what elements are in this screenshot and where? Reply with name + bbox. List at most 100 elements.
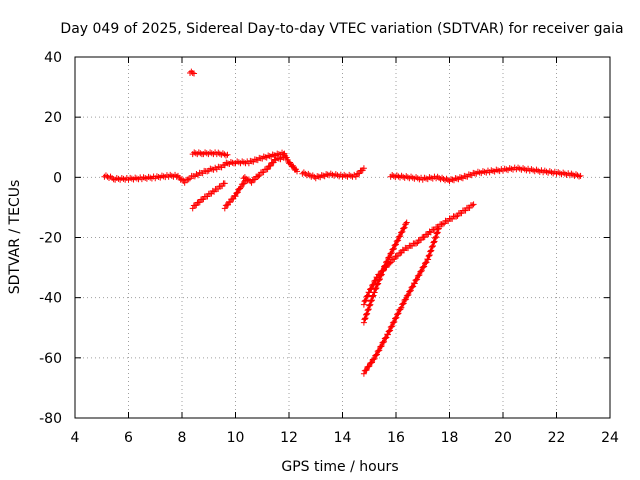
data-point [397, 306, 404, 313]
data-point [385, 255, 392, 262]
x-tick-label: 16 [387, 430, 405, 446]
data-point [401, 224, 408, 231]
x-tick-label: 6 [124, 430, 133, 446]
data-point [362, 297, 369, 304]
data-point [185, 176, 192, 183]
data-point [429, 242, 436, 249]
series-segment-descend-2 [221, 177, 250, 212]
data-point [435, 226, 442, 233]
data-point [439, 221, 446, 228]
data-point [384, 331, 391, 338]
data-point [435, 225, 442, 232]
data-point [447, 176, 454, 183]
data-point [462, 207, 469, 214]
data-point [368, 285, 375, 292]
series-drop-b [360, 201, 477, 308]
x-tick-label: 8 [178, 430, 187, 446]
data-point [364, 310, 371, 317]
data-point [204, 193, 211, 200]
data-point [453, 213, 460, 220]
data-point [399, 228, 406, 235]
data-point [370, 292, 377, 299]
data-point [391, 242, 398, 249]
data-point [390, 246, 397, 253]
data-point [413, 240, 420, 247]
x-tick-label: 20 [494, 430, 512, 446]
data-point [389, 319, 396, 326]
data-point [227, 199, 234, 206]
data-point [389, 246, 396, 253]
data-point [400, 300, 407, 307]
data-point [360, 301, 367, 308]
data-point [402, 220, 409, 227]
data-point [248, 179, 255, 186]
data-point [382, 335, 389, 342]
data-point [211, 188, 218, 195]
data-point [360, 370, 367, 377]
data-point [360, 319, 367, 326]
data-point [240, 175, 247, 182]
data-point [411, 280, 418, 287]
data-point [425, 256, 432, 263]
data-point [426, 251, 433, 258]
data-point [390, 245, 397, 252]
data-point [361, 316, 368, 323]
data-point [197, 150, 204, 157]
series-main-trace-d [387, 164, 584, 185]
data-point [409, 283, 416, 290]
y-tick-label: -60 [39, 351, 62, 367]
data-point [363, 311, 370, 318]
data-point [381, 338, 388, 345]
series-segment-wiggle [240, 154, 287, 186]
data-point [420, 264, 427, 271]
y-tick-label: -80 [39, 411, 62, 427]
data-point [373, 352, 380, 359]
data-point [237, 185, 244, 192]
data-point [421, 263, 428, 270]
data-point [400, 225, 407, 232]
data-point [378, 342, 385, 349]
data-point [366, 302, 373, 309]
data-point [362, 315, 369, 322]
data-point [390, 319, 397, 326]
data-point [380, 267, 387, 274]
x-tick-label: 22 [548, 430, 566, 446]
data-point [361, 298, 368, 305]
data-point [266, 153, 273, 160]
data-point [315, 173, 322, 180]
data-point [280, 154, 287, 161]
axis-ticks: 4 6 8 10 12 14 16 18 20 22 24 -80 -60 -40 -20 0 20 40 [39, 50, 619, 446]
data-point [367, 298, 374, 305]
data-point [391, 256, 398, 263]
data-point [241, 180, 248, 187]
data-point [398, 229, 405, 236]
series-main-trace-a [101, 162, 228, 186]
data-point [107, 173, 114, 180]
data-point [320, 172, 327, 179]
data-point [392, 241, 399, 248]
data-point [430, 239, 437, 246]
data-point [369, 293, 376, 300]
data-point [418, 268, 425, 275]
data-point [393, 314, 400, 321]
data-point [363, 311, 370, 318]
data-point [251, 176, 258, 183]
data-point [269, 151, 276, 158]
x-tick-label: 4 [71, 430, 80, 446]
data-point [294, 168, 301, 175]
data-point [577, 172, 584, 179]
data-point [395, 310, 402, 317]
data-point [397, 229, 404, 236]
data-point [368, 297, 375, 304]
data-point [469, 202, 476, 209]
data-point [366, 289, 373, 296]
data-point [394, 310, 401, 317]
data-point [364, 292, 371, 299]
data-point [300, 169, 307, 176]
data-point [373, 351, 380, 358]
data-point [264, 166, 271, 173]
series-segment-8-9 [189, 149, 231, 159]
data-point [380, 339, 387, 346]
data-point [426, 252, 433, 259]
